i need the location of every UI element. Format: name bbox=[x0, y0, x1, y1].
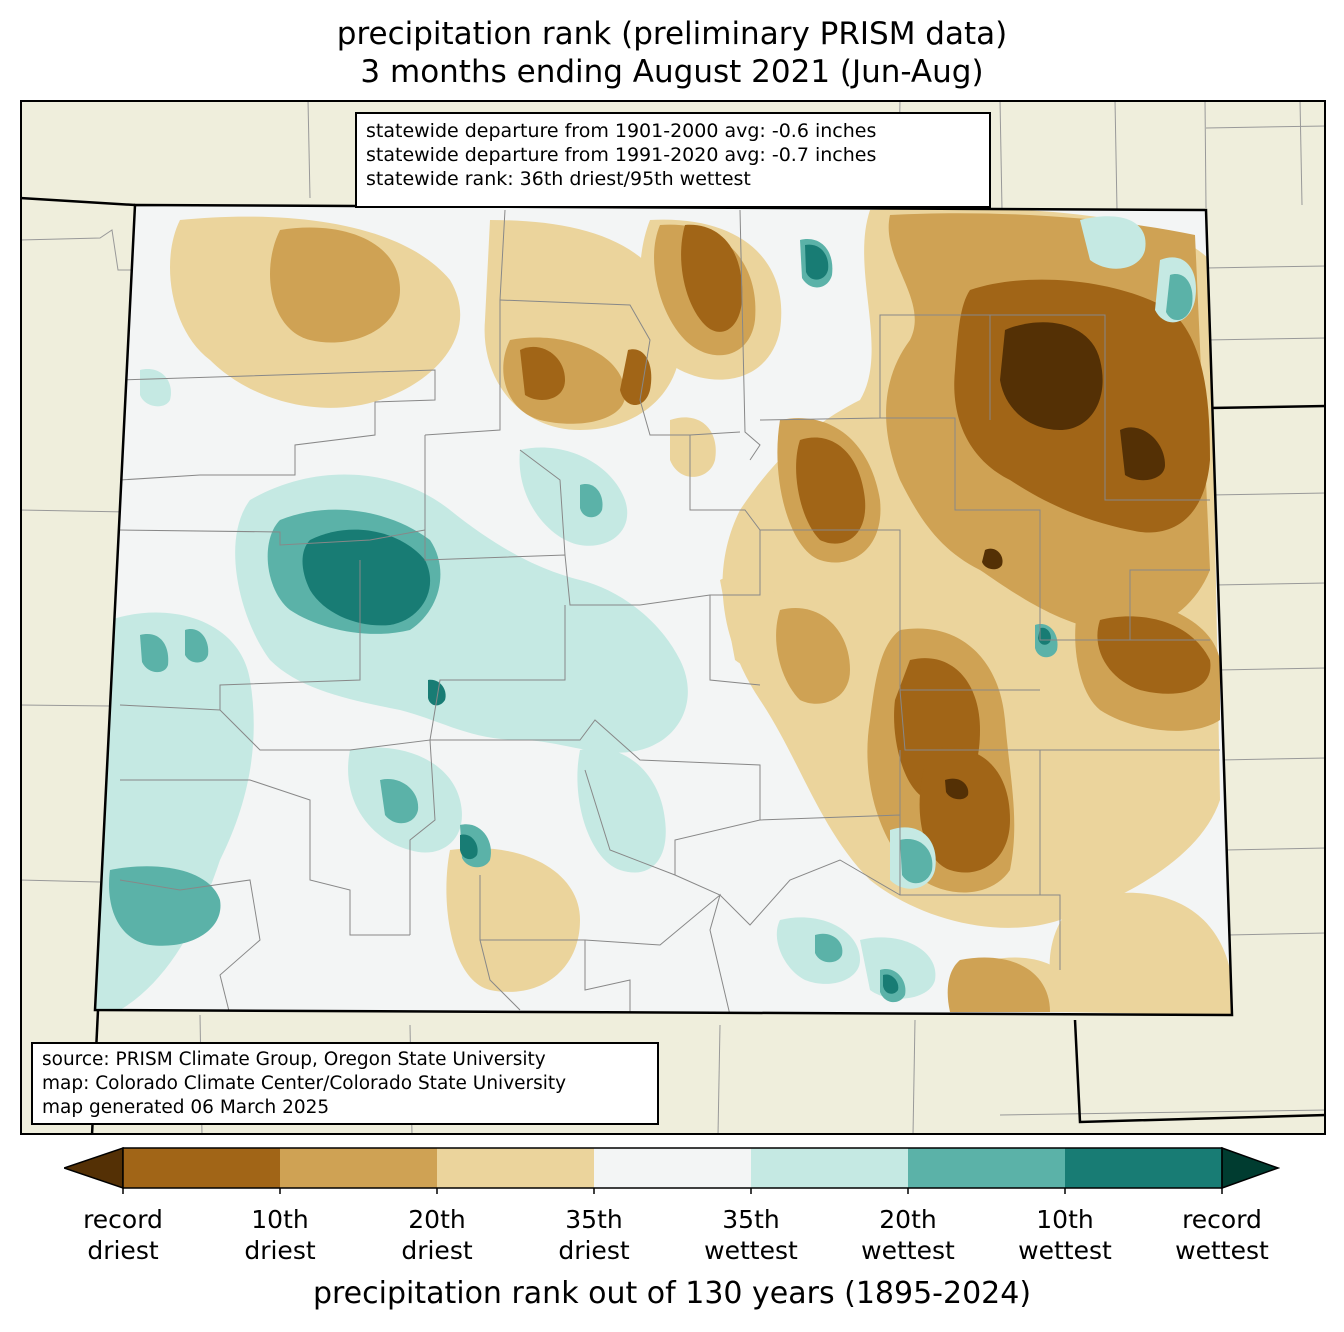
source-credits-box: source: PRISM Climate Group, Oregon Stat… bbox=[31, 1042, 659, 1125]
colorbar-segment-7 bbox=[1065, 1148, 1222, 1188]
colorbar-label-35th-driest: 35th driest bbox=[558, 1205, 630, 1265]
colorado-precip-field bbox=[95, 205, 1232, 1015]
map-title-line1: precipitation rank (preliminary PRISM da… bbox=[336, 16, 1008, 52]
band-10th-wettest bbox=[302, 244, 1051, 994]
colorbar-label-20th-wettest: 20th wettest bbox=[861, 1205, 955, 1265]
colorbar-segment-1 bbox=[123, 1148, 280, 1188]
band-record-driest bbox=[945, 322, 1165, 800]
colorbar-label-35th-wettest: 35th wettest bbox=[704, 1205, 798, 1265]
colorbar-label-10th-driest: 10th driest bbox=[244, 1205, 316, 1265]
colorbar-label-10th-wettest: 10th wettest bbox=[1018, 1205, 1112, 1265]
map-title-line2: 3 months ending August 2021 (Jun-Aug) bbox=[360, 54, 984, 90]
colorbar-segment-2 bbox=[280, 1148, 437, 1188]
generated-date: map generated 06 March 2025 bbox=[42, 1097, 330, 1118]
colorbar-segment-6 bbox=[908, 1148, 1065, 1188]
source-credit: source: PRISM Climate Group, Oregon Stat… bbox=[42, 1049, 546, 1070]
colorbar-extend-high bbox=[1221, 1146, 1280, 1190]
stats-departure-1901-2000: statewide departure from 1901-2000 avg: … bbox=[366, 120, 877, 142]
colorbar-label-20th-driest: 20th driest bbox=[401, 1205, 473, 1265]
colorbar-segment-3 bbox=[437, 1148, 594, 1188]
map-frame bbox=[20, 100, 1326, 1135]
colorbar-outline bbox=[122, 1147, 1223, 1189]
colorbar-segment-5 bbox=[751, 1148, 908, 1188]
colorado-county-lines bbox=[119, 209, 1220, 1015]
colorado-border bbox=[93, 203, 1234, 1017]
precipitation-rank-map bbox=[20, 100, 1326, 1135]
stats-rank: statewide rank: 36th driest/95th wettest bbox=[366, 168, 751, 190]
map-credit: map: Colorado Climate Center/Colorado St… bbox=[42, 1073, 567, 1094]
colorbar-label-record-driest: record driest bbox=[83, 1205, 163, 1265]
stats-departure-1991-2020: statewide departure from 1991-2020 avg: … bbox=[366, 144, 877, 166]
colorbar-extend-low bbox=[64, 1146, 124, 1190]
neighbor-county-lines bbox=[20, 100, 1326, 1135]
colorbar bbox=[64, 1146, 1280, 1194]
colorbar-ticks bbox=[122, 1188, 1223, 1194]
colorbar-segment-4 bbox=[594, 1148, 751, 1188]
statewide-stats-box: statewide departure from 1901-2000 avg: … bbox=[355, 112, 991, 208]
colorbar-title: precipitation rank out of 130 years (189… bbox=[312, 1276, 1032, 1311]
colorbar-label-record-wettest: record wettest bbox=[1175, 1205, 1269, 1265]
